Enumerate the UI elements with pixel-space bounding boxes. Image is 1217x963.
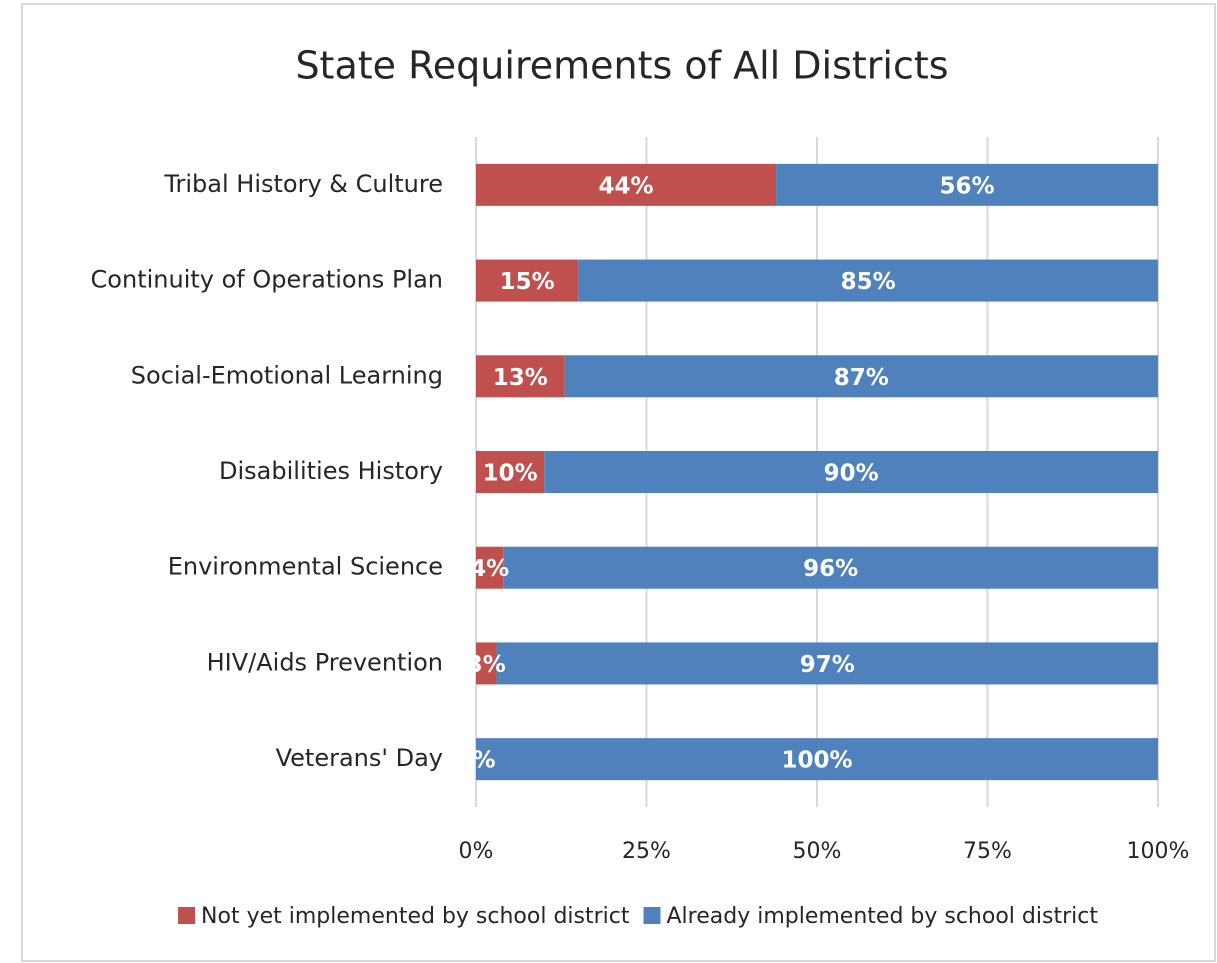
legend-label: Already implemented by school district bbox=[667, 904, 1099, 929]
data-label: 15% bbox=[500, 269, 555, 295]
bar-segment bbox=[476, 163, 777, 206]
category-label: Environmental Science bbox=[168, 553, 443, 581]
bar-segment bbox=[476, 355, 565, 398]
data-label: 4% bbox=[470, 556, 509, 582]
bar-segment bbox=[476, 738, 1158, 781]
data-label: 10% bbox=[483, 461, 538, 487]
legend-swatch bbox=[643, 907, 661, 924]
x-tick-label: 75% bbox=[963, 839, 1012, 864]
data-label: 0% bbox=[456, 748, 495, 774]
bar-segment bbox=[544, 451, 1158, 493]
bar-segment bbox=[503, 546, 1158, 589]
data-label: 13% bbox=[493, 365, 548, 391]
x-tick-label: 0% bbox=[459, 839, 494, 864]
bar-segment bbox=[476, 642, 497, 685]
bar-segment bbox=[476, 546, 504, 589]
data-label: 96% bbox=[803, 556, 858, 582]
data-label: 44% bbox=[599, 173, 654, 199]
x-tick-label: 100% bbox=[1127, 839, 1190, 864]
legend-label: Not yet implemented by school district bbox=[201, 904, 630, 929]
category-label: Social-Emotional Learning bbox=[131, 361, 443, 389]
category-label: Veterans' Day bbox=[276, 744, 443, 772]
chart-title: State Requirements of All Districts bbox=[295, 44, 948, 88]
bar-segment bbox=[578, 259, 1158, 302]
x-tick-label: 50% bbox=[793, 839, 842, 864]
bar-segment bbox=[476, 259, 579, 302]
category-label: Continuity of Operations Plan bbox=[91, 266, 443, 294]
bar-segment bbox=[476, 451, 545, 493]
data-label: 85% bbox=[841, 269, 896, 295]
legend-swatch bbox=[178, 907, 196, 924]
data-label: 87% bbox=[834, 365, 889, 391]
data-label: 3% bbox=[467, 652, 506, 678]
data-label: 90% bbox=[824, 461, 879, 487]
bar-segment bbox=[776, 163, 1158, 206]
data-label: 97% bbox=[800, 652, 855, 678]
category-label: Tribal History & Culture bbox=[163, 170, 443, 198]
category-label: HIV/Aids Prevention bbox=[207, 648, 443, 676]
data-label: 100% bbox=[781, 748, 852, 774]
data-label: 56% bbox=[940, 173, 995, 199]
x-tick-label: 25% bbox=[622, 839, 671, 864]
category-label: Disabilities History bbox=[219, 457, 443, 485]
bar-segment bbox=[564, 355, 1158, 398]
bar-segment bbox=[496, 642, 1159, 685]
